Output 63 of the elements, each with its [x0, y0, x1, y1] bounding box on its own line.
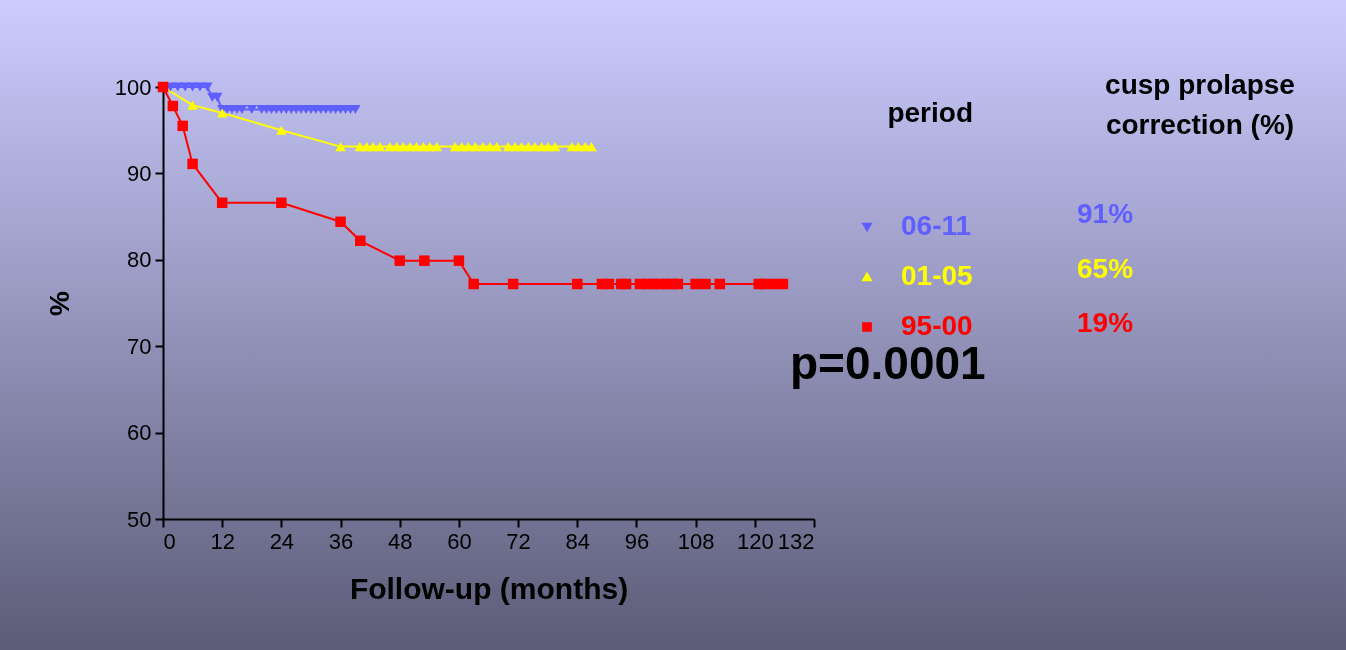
- y-tick-label: 60: [127, 420, 152, 446]
- point: [194, 82, 206, 92]
- point: [177, 120, 188, 132]
- x-tick-label: 36: [328, 528, 354, 554]
- point: [491, 142, 503, 152]
- point: [335, 216, 346, 228]
- point: [202, 82, 213, 92]
- point: [469, 142, 481, 152]
- point: [759, 278, 770, 290]
- x-tick-label: 120: [736, 528, 774, 554]
- x-tick-label: 48: [387, 528, 413, 554]
- point: [355, 235, 366, 247]
- point: [394, 255, 405, 266]
- point: [690, 278, 701, 290]
- point: [603, 278, 615, 290]
- text: cusp prolapse correction (%): [1105, 69, 1295, 140]
- x-tick-label: 72: [506, 528, 531, 554]
- x-tick-label: 84: [565, 528, 591, 554]
- point: [335, 142, 346, 152]
- point: [431, 142, 442, 152]
- text: 91%: [1077, 198, 1134, 229]
- x-tick-label: 0: [163, 528, 176, 554]
- x-tick-label: 96: [624, 528, 650, 554]
- y-tick-label: 70: [127, 333, 152, 359]
- point: [167, 100, 179, 112]
- text: 19%: [1077, 307, 1134, 338]
- x-axis-title: Follow-up (months): [349, 571, 629, 605]
- point: [187, 158, 198, 170]
- point: [700, 278, 711, 290]
- point: [216, 197, 228, 209]
- x-tick-label: 60: [447, 528, 472, 554]
- point: [419, 255, 430, 266]
- y-tick-label: 100: [114, 74, 152, 100]
- legend-label: 06-11: [901, 210, 972, 241]
- y-axis-title: %: [43, 290, 75, 316]
- x-tick-label: 132: [777, 528, 815, 554]
- point: [672, 278, 684, 290]
- point: [172, 82, 184, 92]
- point: [586, 142, 597, 152]
- y-tick-label: 80: [127, 247, 152, 273]
- point: [507, 278, 519, 290]
- point: [276, 197, 287, 209]
- legend-title: period: [887, 97, 973, 128]
- point: [468, 278, 479, 290]
- legend-label: 01-05: [901, 260, 973, 291]
- point: [572, 278, 583, 290]
- point: [453, 255, 465, 266]
- point: [714, 278, 726, 290]
- point: [620, 278, 632, 290]
- x-tick-label: 12: [210, 528, 235, 554]
- y-tick-label: 90: [127, 160, 152, 186]
- point: [549, 142, 561, 152]
- point: [212, 92, 223, 102]
- point: [187, 100, 198, 110]
- y-tick-label: 50: [127, 506, 152, 532]
- point: [374, 142, 386, 152]
- point: [777, 278, 789, 290]
- x-tick-label: 24: [269, 528, 295, 554]
- point: [276, 125, 287, 135]
- point: [246, 104, 258, 115]
- text: 65%: [1077, 252, 1134, 284]
- x-tick-label: 108: [677, 528, 715, 554]
- point: [216, 108, 228, 118]
